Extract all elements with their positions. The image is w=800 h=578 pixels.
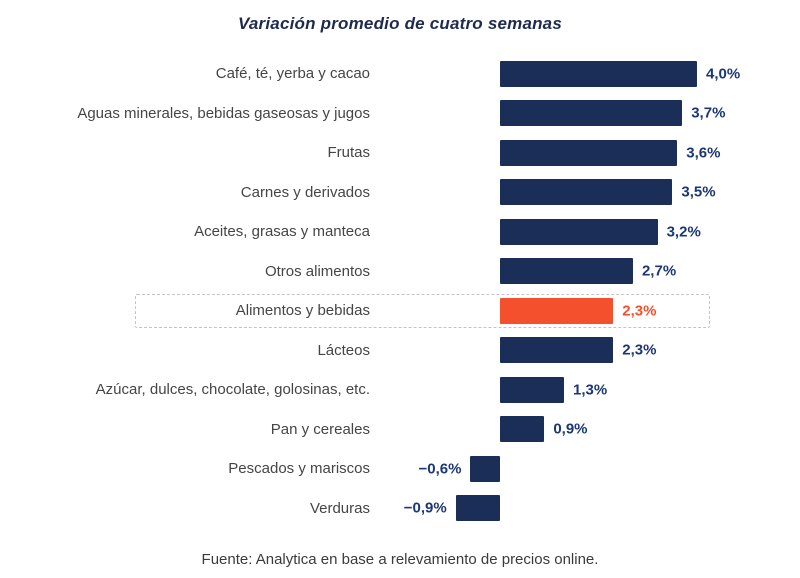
category-label: Carnes y derivados [240,183,370,201]
bar [500,218,658,245]
value-label: 0,9% [553,420,588,438]
bar [500,60,697,87]
chart-row: Café, té, yerba y cacao 4,0% [0,54,800,94]
highlight-bar [500,297,614,324]
bar-zone: −0,9% [380,489,800,529]
bar-rows: Café, té, yerba y cacao 4,0% Aguas mineral… [0,54,800,528]
category-label: Aguas minerales, bebidas gaseosas y jugo… [77,104,370,122]
chart-row: Lácteos 2,3% [0,331,800,371]
bar-zone: 4,0% [380,54,800,94]
chart-row: Aceites, grasas y manteca 3,2% [0,212,800,252]
category-label: Otros alimentos [264,262,370,280]
bar-zone: 1,3% [380,370,800,410]
chart-row: Frutas 3,6% [0,133,800,173]
chart-row: Verduras −0,9% [0,489,800,529]
category-label: Aceites, grasas y manteca [194,223,370,241]
chart-row: Alimentos y bebidas 2,3% [0,291,800,331]
bar-zone: 3,5% [380,173,800,213]
bar [455,495,500,522]
source-note: Fuente: Analytica en base a relevamiento… [201,551,599,568]
category-label: Alimentos y bebidas [235,302,370,320]
bar [500,100,683,127]
chart-row: Carnes y derivados 3,5% [0,173,800,213]
category-label: Azúcar, dulces, chocolate, golosinas, et… [95,381,370,399]
chart-row: Aguas minerales, bebidas gaseosas y jugo… [0,94,800,134]
value-label: 2,3% [622,341,657,359]
value-label: 4,0% [706,65,741,83]
bar [500,139,678,166]
value-label: 2,7% [641,262,677,280]
value-label: −0,6% [418,460,462,478]
value-label: 2,3% [622,302,657,320]
bar-zone: 3,2% [380,212,800,252]
bar-zone: 2,7% [380,252,800,292]
value-label: 3,7% [691,104,726,122]
bar-zone: 2,3% [380,291,800,331]
value-label: 3,6% [686,144,721,162]
value-label: −0,9% [403,499,447,517]
bar-zone: 3,7% [380,94,800,134]
bar-zone: −0,6% [380,449,800,489]
value-label: 1,3% [573,381,608,399]
bar [500,337,614,364]
value-label: 3,5% [681,183,716,201]
bar [470,455,500,482]
bar-zone: 3,6% [380,133,800,173]
chart-row: Pescados y mariscos −0,6% [0,449,800,489]
bar [500,179,673,206]
chart-row: Pan y cereales 0,9% [0,410,800,450]
value-label: 3,2% [666,223,701,241]
chart-row: Azúcar, dulces, chocolate, golosinas, et… [0,370,800,410]
chart-row: Otros alimentos 2,7% [0,252,800,292]
bar [500,258,633,285]
bar [500,376,565,403]
category-label: Verduras [309,499,370,517]
category-label: Pescados y mariscos [228,460,370,478]
category-label: Frutas [327,144,370,162]
bar-zone: 0,9% [380,410,800,450]
category-label: Café, té, yerba y cacao [215,65,370,83]
chart-title: Variación promedio de cuatro semanas [237,14,562,33]
bar [500,416,545,443]
bar-zone: 2,3% [380,331,800,371]
category-label: Lácteos [317,341,370,359]
category-label: Pan y cereales [270,420,370,438]
